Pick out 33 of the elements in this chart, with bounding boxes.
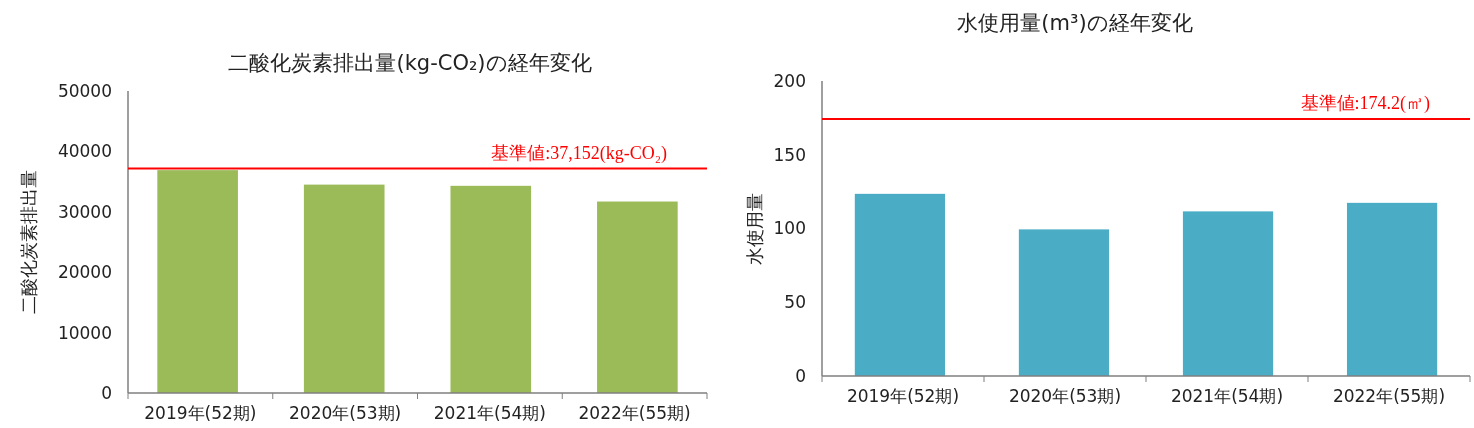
y-tick-label: 200 xyxy=(773,70,806,91)
y-tick-label: 10000 xyxy=(57,322,112,343)
y-axis-title: 二酸化炭素排出量 xyxy=(17,170,39,314)
y-tick-label: 50000 xyxy=(57,80,112,101)
x-tick-label: 2019年(52期) xyxy=(144,403,257,423)
x-tick-label: 2022年(55期) xyxy=(578,403,691,423)
chart-title: 水使用量(m³)の経年変化 xyxy=(957,11,1193,35)
x-tick-label: 2021年(54期) xyxy=(433,403,546,423)
x-tick-label: 2019年(52期) xyxy=(846,386,960,406)
x-tick-label: 2020年(53期) xyxy=(1008,386,1122,406)
bar xyxy=(854,193,946,376)
chart-title: 二酸化炭素排出量(kg-CO₂)の経年変化 xyxy=(228,51,592,75)
ref-line-label: 基準値:174.2(㎥) xyxy=(1300,93,1430,115)
y-tick-label: 100 xyxy=(773,218,806,239)
y-tick-label: 150 xyxy=(773,144,806,165)
bar xyxy=(303,184,385,393)
bar xyxy=(1346,202,1438,376)
y-tick-label: 40000 xyxy=(57,141,112,162)
x-tick-label: 2021年(54期) xyxy=(1170,386,1284,406)
bar xyxy=(1182,211,1274,376)
bar xyxy=(1018,229,1110,376)
bar xyxy=(597,201,678,393)
ref-line-label: 基準値:37,152(kg-CO₂) xyxy=(491,142,667,164)
x-tick-label: 2020年(53期) xyxy=(289,403,402,423)
y-tick-label: 0 xyxy=(101,382,112,403)
bar xyxy=(450,185,532,393)
y-tick-label: 0 xyxy=(795,365,806,386)
y-axis-title: 水使用量 xyxy=(743,192,765,265)
y-tick-label: 20000 xyxy=(57,262,112,283)
y-tick-label: 30000 xyxy=(57,201,112,222)
bar xyxy=(157,170,238,393)
x-tick-label: 2022年(55期) xyxy=(1332,386,1446,406)
y-tick-label: 50 xyxy=(784,292,806,313)
